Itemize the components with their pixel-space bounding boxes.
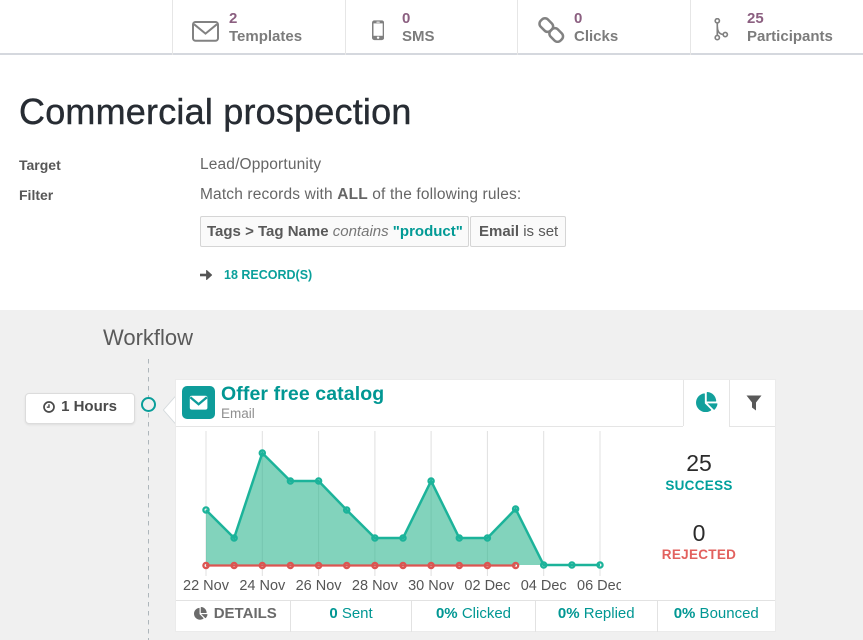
svg-text:02 Dec: 02 Dec (464, 578, 510, 594)
svg-text:22 Nov: 22 Nov (183, 578, 230, 594)
svg-text:26 Nov: 26 Nov (296, 578, 343, 594)
svg-text:06 Dec: 06 Dec (577, 578, 621, 594)
svg-text:30 Nov: 30 Nov (408, 578, 455, 594)
svg-text:04 Dec: 04 Dec (521, 578, 567, 594)
svg-text:28 Nov: 28 Nov (352, 578, 399, 594)
svg-text:24 Nov: 24 Nov (239, 578, 286, 594)
